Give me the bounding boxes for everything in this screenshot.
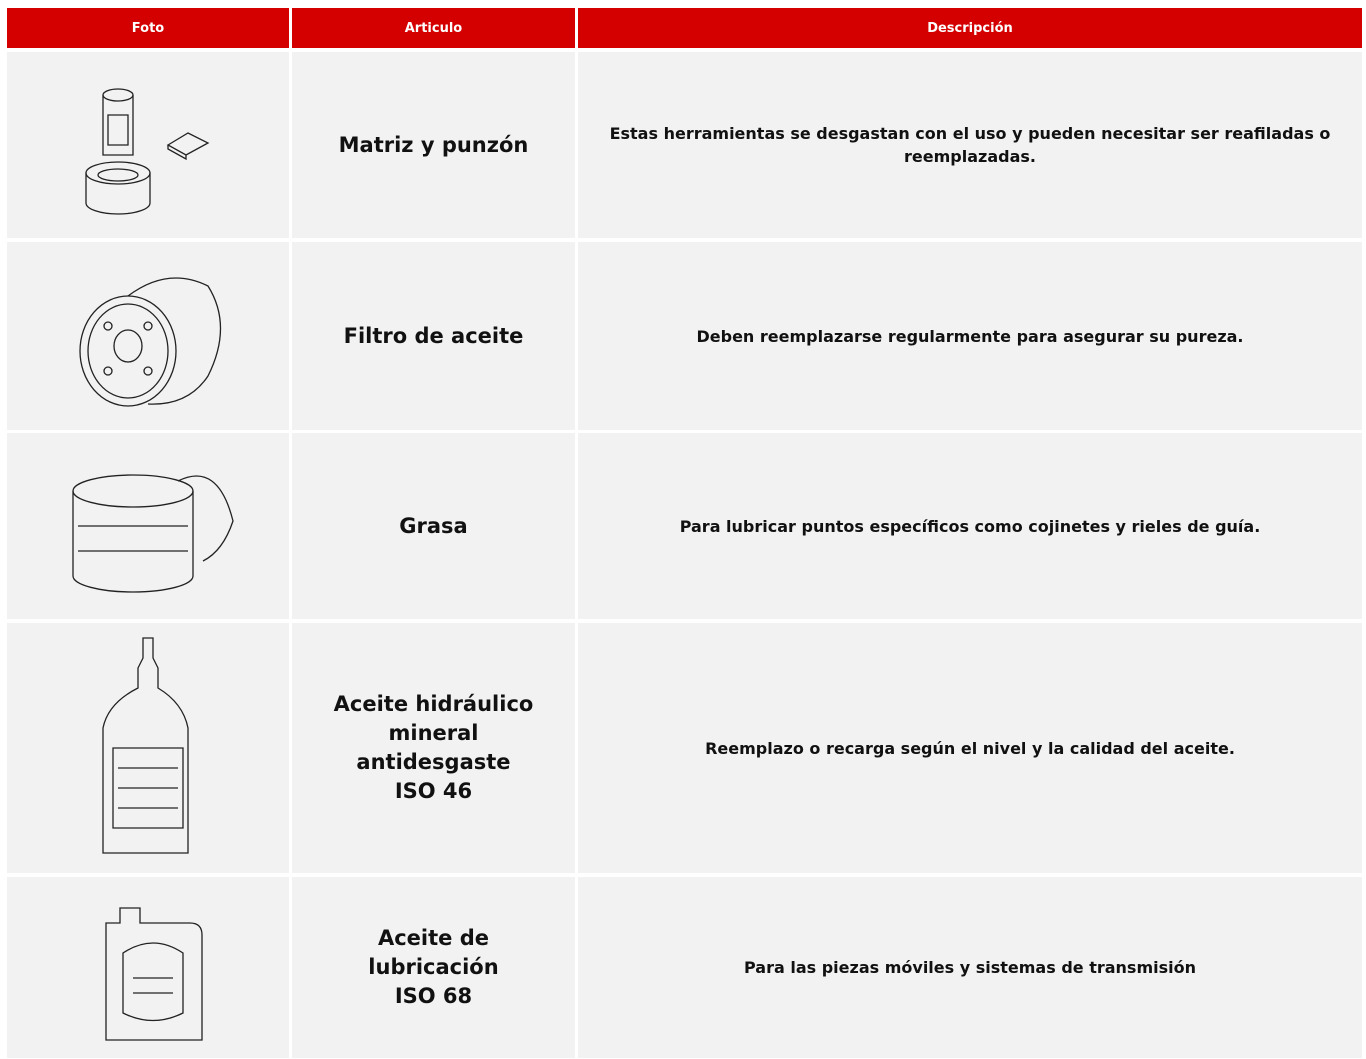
- description-cell: Deben reemplazarse regularmente para ase…: [578, 242, 1362, 430]
- description-cell: Para lubricar puntos específicos como co…: [578, 433, 1362, 619]
- lubricant-image: [105, 906, 203, 1041]
- article-cell: Grasa: [292, 433, 575, 619]
- header-cell: Articulo: [292, 8, 575, 48]
- oil-filter-image: [79, 277, 222, 407]
- article-cell: Aceite de lubricación ISO 68: [292, 877, 575, 1058]
- header-cell: Descripción: [578, 8, 1362, 48]
- photo-cell: [7, 52, 289, 238]
- header-cell: Foto: [7, 8, 289, 48]
- photo-cell: [7, 877, 289, 1058]
- photo-cell: [7, 242, 289, 430]
- description-cell: Estas herramientas se desgastan con el u…: [578, 52, 1362, 238]
- description-cell: Reemplazo o recarga según el nivel y la …: [578, 623, 1362, 873]
- article-cell: Matriz y punzón: [292, 52, 575, 238]
- grease-image: [72, 474, 234, 593]
- article-cell: Filtro de aceite: [292, 242, 575, 430]
- photo-cell: [7, 433, 289, 619]
- hydraulic-oil-image: [102, 637, 189, 854]
- photo-cell: [7, 623, 289, 873]
- die-punch-image: [85, 88, 210, 215]
- description-cell: Para las piezas móviles y sistemas de tr…: [578, 877, 1362, 1058]
- article-cell: Aceite hidráulico mineral antidesgaste I…: [292, 623, 575, 873]
